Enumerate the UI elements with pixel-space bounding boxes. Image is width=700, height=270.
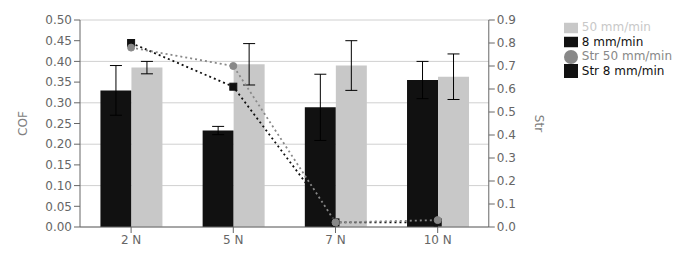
svg-text:7 N: 7 N <box>325 233 345 247</box>
svg-text:0.9: 0.9 <box>497 13 516 27</box>
svg-text:0.20: 0.20 <box>45 137 72 151</box>
svg-text:0.3: 0.3 <box>497 151 516 165</box>
svg-text:0.0: 0.0 <box>497 220 516 234</box>
html-text:Str 8 mm/min: Str 8 mm/min <box>581 63 665 78</box>
svg-text:0.30: 0.30 <box>45 96 72 110</box>
svg-text:0.7: 0.7 <box>497 59 516 73</box>
svg-text:0.8: 0.8 <box>497 36 516 50</box>
svg-text:0.45: 0.45 <box>45 34 72 48</box>
svg-text:0.00: 0.00 <box>45 220 72 234</box>
svg-text:0.15: 0.15 <box>45 158 72 172</box>
html-text:50 mm/min: 50 mm/min <box>581 20 651 34</box>
html-text:8 mm/min: 8 mm/min <box>581 34 644 49</box>
svg-text:0.2: 0.2 <box>497 174 516 188</box>
svg-text:0.4: 0.4 <box>497 128 516 142</box>
svg-text:10 N: 10 N <box>424 233 452 247</box>
svg-text:0.10: 0.10 <box>45 179 72 193</box>
svg-text:0.25: 0.25 <box>45 117 72 131</box>
svg-text:0.35: 0.35 <box>45 75 72 89</box>
svg-text:5 N: 5 N <box>223 233 243 247</box>
svg-text:2 N: 2 N <box>121 233 141 247</box>
svg-text:0.6: 0.6 <box>497 82 516 96</box>
svg-text:0.1: 0.1 <box>497 197 516 211</box>
svg-text:COF: COF <box>16 111 30 136</box>
html-text:Str 50 mm/min: Str 50 mm/min <box>581 49 672 63</box>
svg-text:0.50: 0.50 <box>45 13 72 27</box>
svg-text:0.5: 0.5 <box>497 105 516 119</box>
svg-text:0.05: 0.05 <box>45 200 72 214</box>
svg-text:0.40: 0.40 <box>45 55 72 69</box>
svg-text:Str: Str <box>532 115 546 132</box>
